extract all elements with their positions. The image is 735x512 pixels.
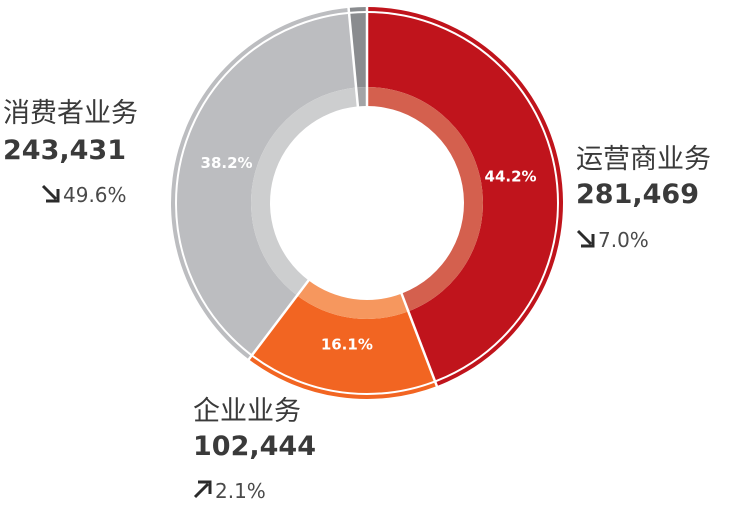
segment-other-inner-band: [356, 87, 367, 107]
annotation-carrier: 运营商业务 281,469 7.0%: [576, 144, 711, 252]
category-name-consumer: 消费者业务: [3, 98, 138, 129]
annotation-enterprise: 企业业务 102,444 2.1%: [193, 396, 316, 503]
segment-other: [348, 7, 367, 107]
segment-carrier: [367, 7, 563, 387]
arrow-down-right-icon: [41, 184, 60, 203]
annotation-consumer: 消费者业务 243,431 49.6%: [3, 98, 138, 207]
category-name-enterprise: 企业业务: [193, 396, 301, 427]
segment-other-outer: [348, 7, 367, 88]
arrow-down-right-icon: [576, 229, 595, 248]
segment-separator: [347, 6, 360, 108]
category-value-carrier: 281,469: [576, 179, 699, 210]
outer-outline-ring: [175, 11, 559, 395]
percent-label-consumer: 38.2%: [201, 154, 253, 172]
category-value-consumer: 243,431: [3, 135, 126, 166]
segment-consumer: [171, 7, 358, 360]
category-change-consumer: 49.6%: [63, 183, 127, 207]
percent-label-enterprise: 16.1%: [321, 336, 373, 354]
segment-carrier-outer: [367, 7, 563, 387]
category-value-enterprise: 102,444: [193, 431, 316, 462]
segment-carrier-inner-band: [367, 87, 484, 312]
percent-label-carrier: 44.2%: [485, 168, 537, 186]
arrow-up-right-icon: [193, 480, 212, 499]
category-name-carrier: 运营商业务: [576, 144, 711, 175]
segment-enterprise-inner-band: [297, 280, 409, 319]
segment-consumer-outer: [171, 7, 357, 360]
segment-separator: [247, 278, 311, 361]
segment-consumer-inner-band: [251, 87, 358, 296]
category-change-carrier: 7.0%: [598, 228, 649, 252]
segment-separator: [400, 292, 439, 388]
segment-enterprise-outer: [248, 295, 437, 399]
segment-enterprise: [248, 280, 437, 399]
category-change-enterprise: 2.1%: [215, 479, 266, 503]
